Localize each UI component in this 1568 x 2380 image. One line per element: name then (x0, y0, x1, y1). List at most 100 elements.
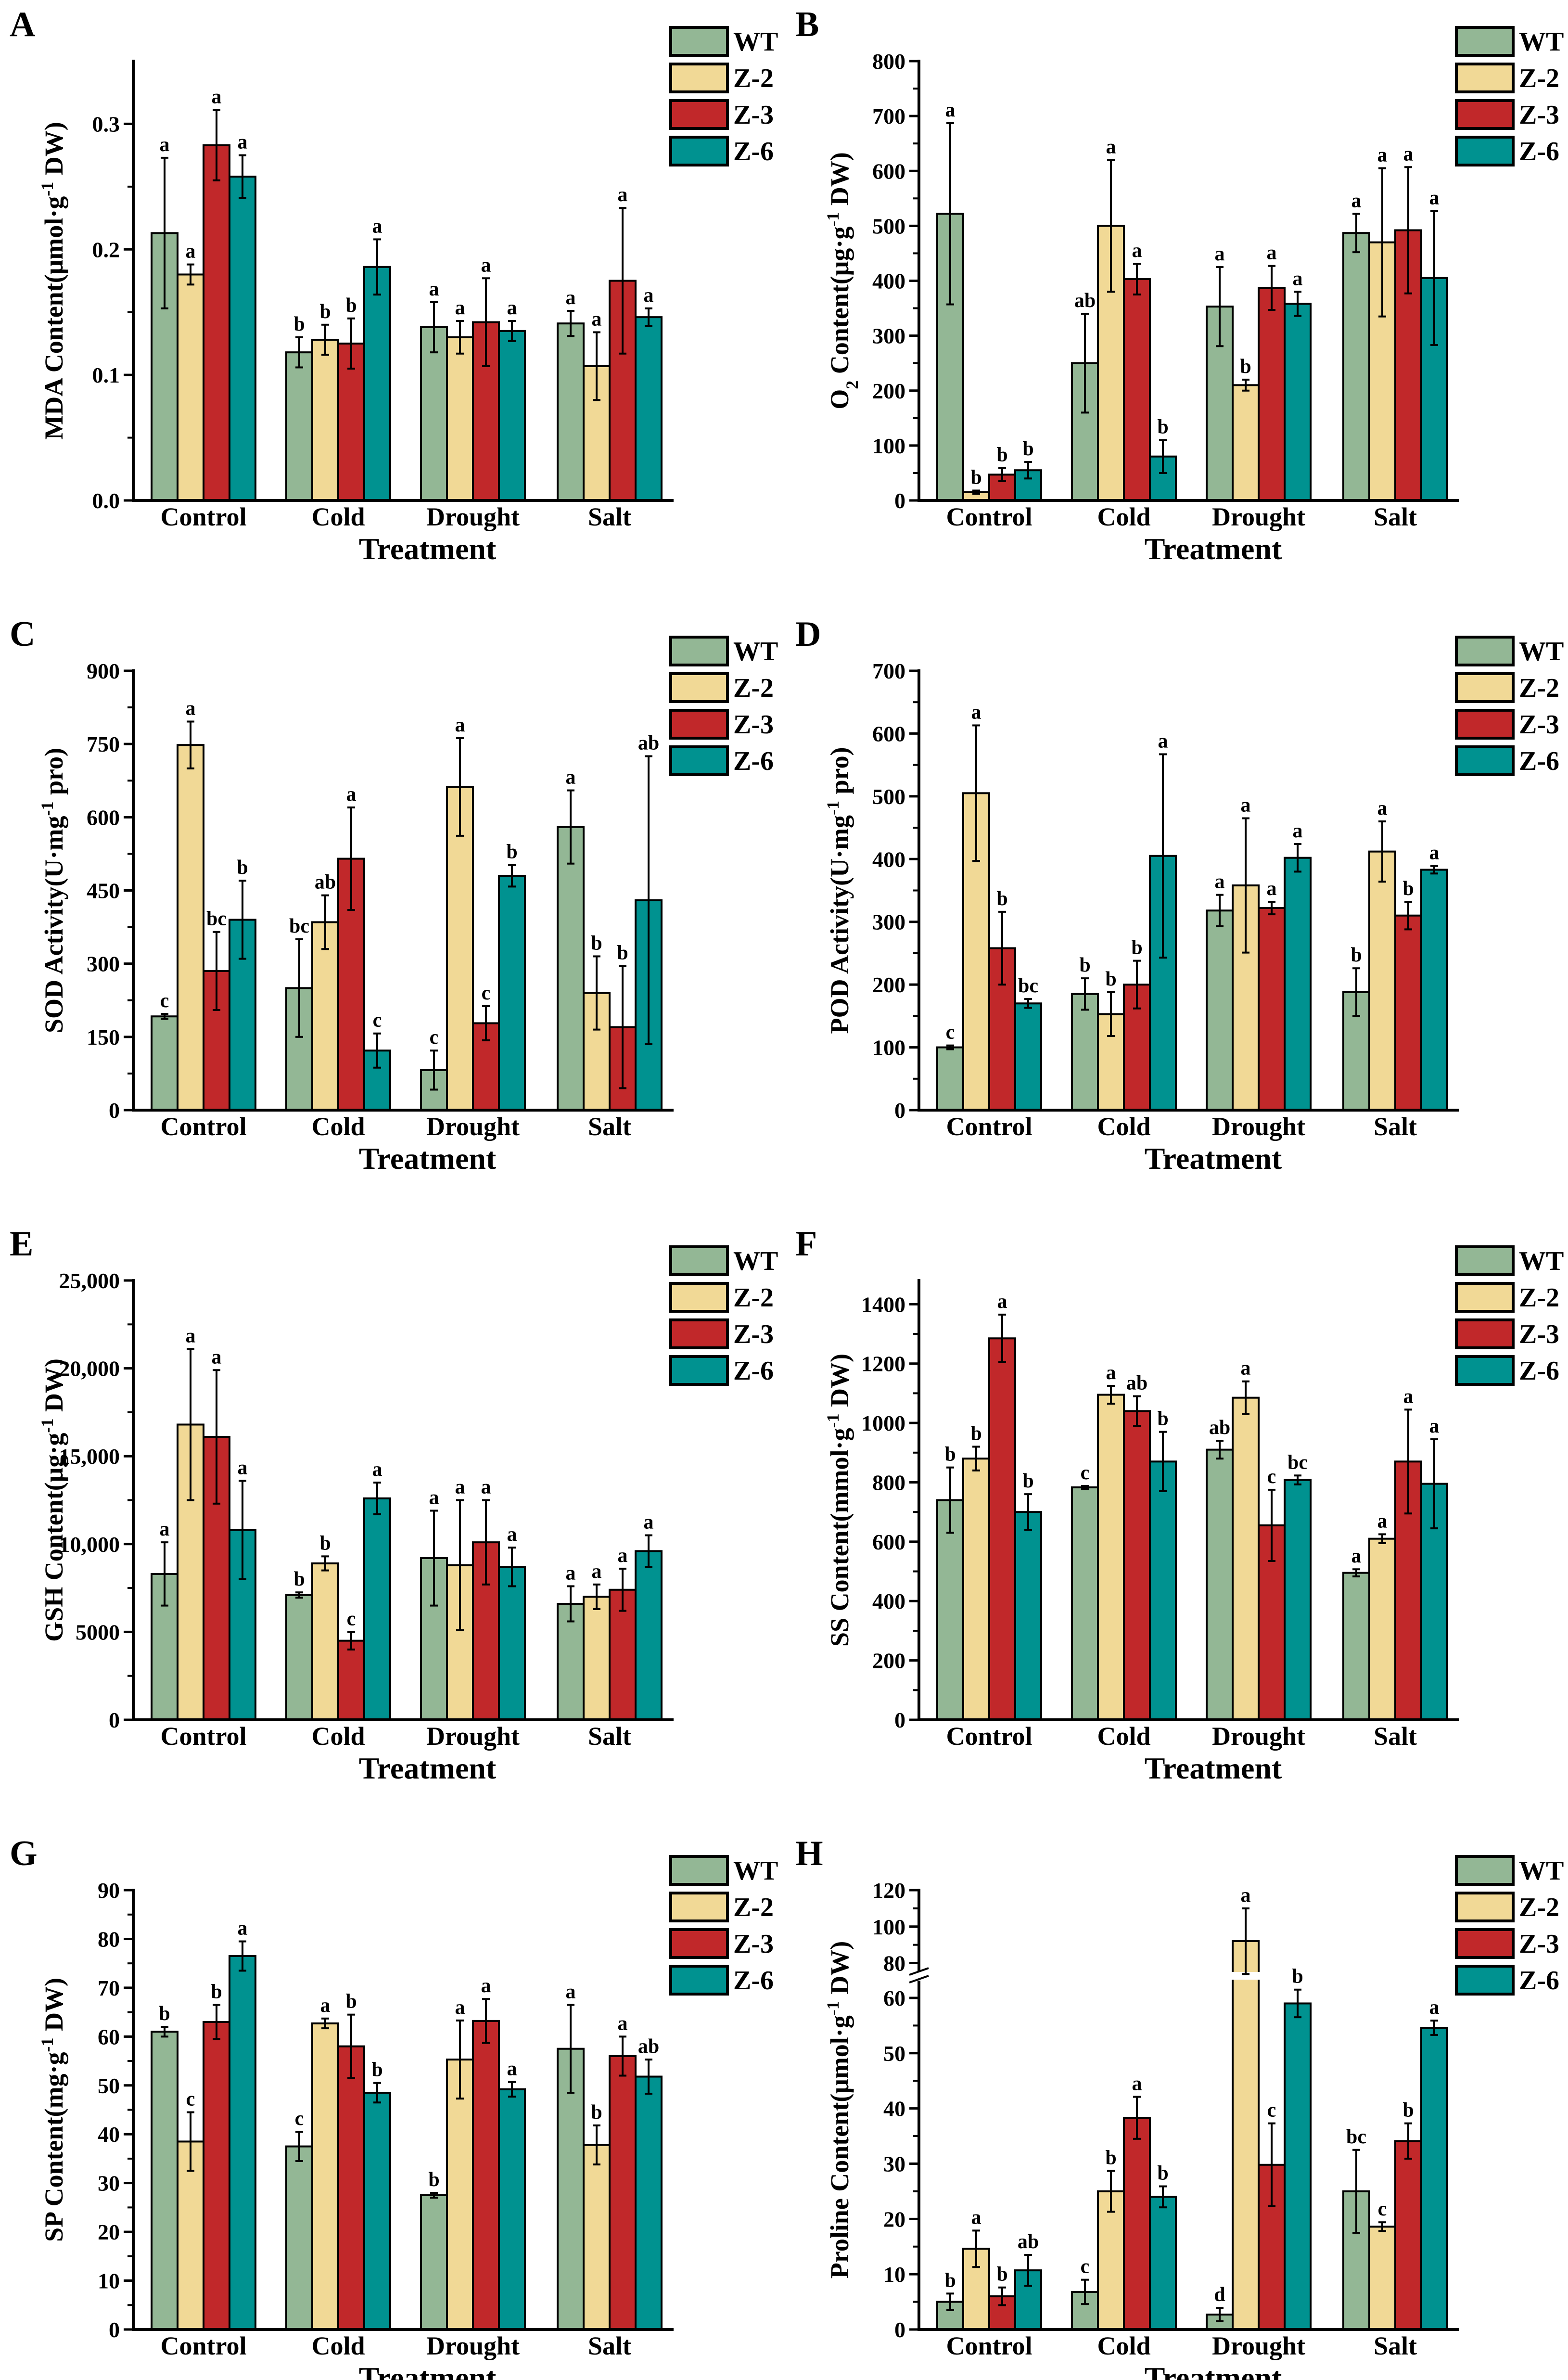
significance-letter: b (506, 841, 517, 863)
y-axis-title-part: -1 (823, 1413, 842, 1428)
significance-letter: b (1402, 878, 1414, 900)
legend-label: Z-3 (733, 1319, 774, 1349)
legend-swatch-wt (1455, 26, 1515, 57)
axis-break-gap (1231, 1972, 1261, 1980)
bar-wt-control (151, 1015, 178, 1112)
significance-letter: b (1131, 937, 1142, 959)
y-tick-label: 0 (894, 2317, 905, 2342)
legend-label: Z-6 (733, 137, 774, 166)
x-tick-label: Drought (426, 1722, 520, 1751)
significance-letter: a (1241, 1357, 1251, 1380)
bar-z-6-drought (498, 330, 526, 501)
significance-letter: a (997, 1291, 1007, 1313)
bar-z-3-cold (337, 2045, 365, 2331)
y-tick-label: 20 (98, 2220, 120, 2244)
bar-z-6-salt (635, 1550, 663, 1721)
y-tick-label: 0 (109, 1098, 120, 1123)
y-tick-label: 700 (872, 104, 905, 128)
significance-letter: ab (1018, 2231, 1039, 2253)
bar-z-2-cold (311, 2022, 339, 2330)
bar-z-6-salt (635, 2075, 663, 2330)
significance-letter: a (507, 297, 517, 319)
significance-letter: a (1429, 842, 1440, 864)
significance-letter: b (319, 1532, 331, 1554)
x-tick-label: Salt (588, 502, 631, 531)
bar-wt-salt (1342, 232, 1370, 501)
y-tick-label: 20,000 (59, 1356, 120, 1381)
y-tick-label: 700 (872, 659, 905, 683)
bar-z-2-salt (1368, 2226, 1396, 2331)
bar-z-6-cold (1149, 1460, 1177, 1721)
bar-z-3-drought (1258, 907, 1286, 1112)
x-tick-label: Cold (1097, 1722, 1150, 1751)
y-tick-label: 200 (872, 972, 905, 997)
significance-letter: bc (206, 908, 227, 930)
bar-z-2-drought (1232, 384, 1260, 502)
y-axis-title-part: DW) (39, 122, 68, 181)
significance-letter: a (481, 254, 491, 276)
significance-letter: a (481, 1476, 491, 1498)
significance-letter: a (1267, 878, 1277, 900)
significance-letter: c (1267, 2099, 1276, 2122)
significance-letter: c (160, 990, 169, 1012)
significance-letter: b (591, 2101, 602, 2124)
y-tick-label: 0.1 (92, 363, 120, 387)
x-axis-title: Treatment (359, 1751, 497, 1785)
legend-swatch-z-2 (669, 1282, 729, 1313)
y-tick-label: 200 (872, 379, 905, 403)
significance-letter: a (212, 86, 222, 108)
significance-letter: b (345, 1991, 357, 2013)
y-tick-label: 25,000 (59, 1268, 120, 1293)
bar-z-6-drought (498, 875, 526, 1111)
legend-swatch-z-6 (669, 1355, 729, 1386)
bar-wt-control (936, 1046, 964, 1111)
bar-wt-cold (285, 1594, 313, 1721)
significance-letter: a (160, 1518, 170, 1540)
bar-z-2-drought (1232, 1940, 1260, 2330)
y-tick-label: 100 (872, 1915, 905, 1939)
legend-swatch-z-6 (1455, 136, 1515, 166)
significance-letter: a (592, 1561, 602, 1583)
significance-letter: c (186, 2088, 195, 2111)
y-tick-label: 750 (87, 732, 120, 756)
x-tick-label: Drought (1212, 2331, 1305, 2360)
legend-label: WT (1519, 1856, 1564, 1886)
significance-letter: c (295, 2108, 304, 2130)
bar-z-2-control (177, 2140, 204, 2330)
significance-letter: c (1378, 2198, 1387, 2220)
x-tick-label: Salt (588, 1112, 631, 1141)
y-tick-label: 60 (98, 2024, 120, 2049)
panel-letter: H (795, 1834, 823, 1873)
y-tick-label: 600 (872, 721, 905, 746)
bar-z-3-cold (1123, 2117, 1151, 2330)
legend-label: WT (733, 637, 778, 666)
significance-letter: ab (1074, 290, 1096, 312)
x-tick-label: Control (946, 502, 1032, 531)
significance-letter: a (186, 241, 196, 263)
significance-letter: a (1429, 1415, 1440, 1437)
y-axis-title-part: POD Activity(U·mg (825, 815, 854, 1034)
y-tick-label: 90 (98, 1878, 120, 1903)
bar-wt-control (151, 2031, 178, 2330)
significance-letter: b (1157, 2162, 1168, 2185)
legend-swatch-z-2 (669, 63, 729, 93)
significance-letter: bc (1018, 975, 1038, 997)
significance-letter: a (566, 1981, 576, 2003)
significance-letter: a (507, 1523, 517, 1546)
x-tick-label: Cold (1097, 502, 1150, 531)
y-tick-label: 60 (883, 1986, 905, 2010)
bar-z-2-drought (446, 336, 474, 502)
significance-letter: a (212, 1346, 222, 1368)
significance-letter: ab (638, 732, 659, 755)
legend-swatch-z-3 (1455, 99, 1515, 130)
significance-letter: c (1267, 1466, 1276, 1488)
y-tick-label: 500 (872, 214, 905, 238)
significance-letter: a (455, 1996, 465, 2019)
legend-swatch-wt (1455, 1245, 1515, 1276)
x-axis-title: Treatment (1145, 1751, 1282, 1785)
bar-z-6-cold (363, 2091, 391, 2330)
y-axis-title: SS Content(mmol·g-1 DW) (823, 1354, 854, 1647)
